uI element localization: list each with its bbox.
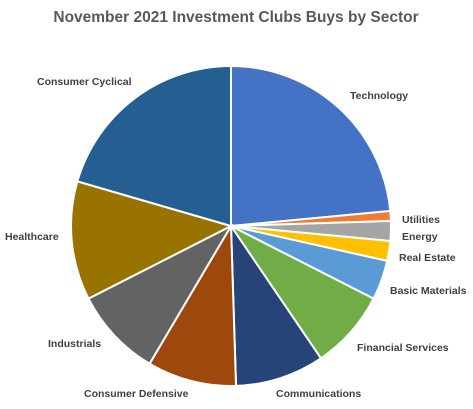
slice-label-basic-materials: Basic Materials — [390, 285, 467, 297]
slice-label-real-estate: Real Estate — [399, 252, 456, 264]
pie-slice-communications — [229, 222, 323, 387]
pie-labels: Technology Utilities Energy Real Estate Basi… — [5, 76, 467, 400]
slice-label-healthcare: Healthcare — [5, 231, 59, 243]
pie-slice-consumer-defensive — [148, 222, 238, 387]
slice-label-utilities: Utilities — [402, 214, 440, 226]
pie-slice-consumer-cyclical — [76, 64, 232, 228]
pie-slice-healthcare — [70, 180, 234, 300]
slice-label-industrials: Industrials — [48, 338, 101, 350]
slice-label-financial-services: Financial Services — [357, 342, 449, 354]
pie-slices — [70, 64, 392, 387]
pie-slice-industrials — [87, 223, 234, 366]
chart-title: November 2021 Investment Clubs Buys by S… — [53, 9, 418, 26]
pie-slice-technology — [230, 64, 392, 228]
slice-label-consumer-cyclical: Consumer Cyclical — [37, 76, 132, 88]
slice-label-energy: Energy — [402, 231, 438, 243]
slice-label-consumer-defensive: Consumer Defensive — [84, 388, 189, 400]
slice-label-communications: Communications — [276, 388, 361, 400]
slice-label-technology: Technology — [350, 90, 408, 102]
